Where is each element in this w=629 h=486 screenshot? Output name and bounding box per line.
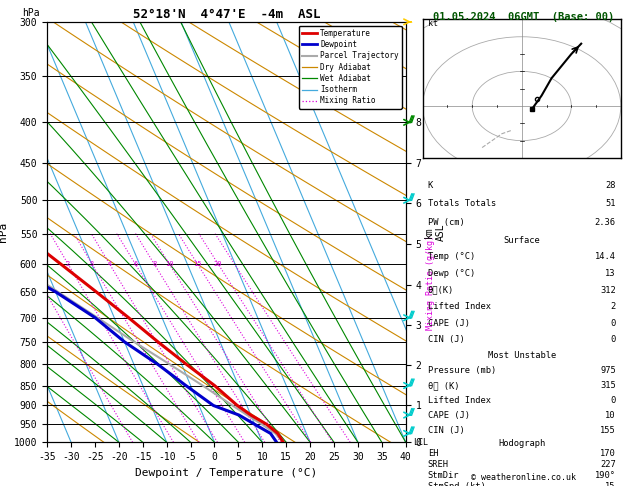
Text: kt: kt: [428, 19, 438, 28]
Text: 28: 28: [605, 181, 616, 190]
Text: 0: 0: [611, 335, 616, 345]
Y-axis label: km
ASL: km ASL: [424, 223, 446, 241]
Text: 15: 15: [193, 261, 202, 267]
Title: 52°18'N  4°47'E  -4m  ASL: 52°18'N 4°47'E -4m ASL: [133, 8, 320, 21]
Legend: Temperature, Dewpoint, Parcel Trajectory, Dry Adiabat, Wet Adiabat, Isotherm, Mi: Temperature, Dewpoint, Parcel Trajectory…: [299, 26, 402, 108]
Text: Dewp (°C): Dewp (°C): [428, 269, 475, 278]
Text: 51: 51: [605, 199, 616, 208]
Text: 6: 6: [133, 261, 137, 267]
Text: 975: 975: [600, 366, 616, 375]
Text: Surface: Surface: [503, 236, 540, 244]
Text: Lifted Index: Lifted Index: [428, 302, 491, 311]
Text: 2: 2: [611, 302, 616, 311]
Text: 190°: 190°: [595, 471, 616, 480]
Text: 14.4: 14.4: [595, 252, 616, 261]
Text: EH: EH: [428, 450, 438, 458]
Text: CIN (J): CIN (J): [428, 335, 464, 345]
Text: CAPE (J): CAPE (J): [428, 411, 470, 420]
Text: © weatheronline.co.uk: © weatheronline.co.uk: [471, 473, 576, 482]
Text: 10: 10: [165, 261, 174, 267]
Text: CAPE (J): CAPE (J): [428, 319, 470, 328]
Text: PW (cm): PW (cm): [428, 218, 464, 227]
Text: 15: 15: [605, 482, 616, 486]
Text: 10: 10: [605, 411, 616, 420]
Text: Lifted Index: Lifted Index: [428, 396, 491, 405]
Y-axis label: hPa: hPa: [0, 222, 8, 242]
Text: 312: 312: [600, 285, 616, 295]
Text: θᴇ (K): θᴇ (K): [428, 381, 459, 390]
Text: LCL: LCL: [413, 438, 428, 447]
Text: SREH: SREH: [428, 460, 448, 469]
Text: 2: 2: [66, 261, 70, 267]
Text: Hodograph: Hodograph: [498, 439, 545, 448]
Text: 01.05.2024  06GMT  (Base: 00): 01.05.2024 06GMT (Base: 00): [433, 12, 614, 22]
Text: 13: 13: [605, 269, 616, 278]
Text: 170: 170: [600, 450, 616, 458]
Text: 227: 227: [600, 460, 616, 469]
Text: K: K: [428, 181, 433, 190]
Text: 8: 8: [152, 261, 156, 267]
Text: Pressure (mb): Pressure (mb): [428, 366, 496, 375]
Text: 315: 315: [600, 381, 616, 390]
Text: 4: 4: [108, 261, 111, 267]
Text: 0: 0: [611, 396, 616, 405]
Text: θᴀ(K): θᴀ(K): [428, 285, 454, 295]
Text: 0: 0: [611, 319, 616, 328]
Text: hPa: hPa: [22, 8, 40, 17]
Text: 20: 20: [214, 261, 222, 267]
Text: 155: 155: [600, 426, 616, 435]
Text: Mixing Ratio (g/kg): Mixing Ratio (g/kg): [426, 235, 435, 330]
Text: Most Unstable: Most Unstable: [487, 351, 556, 360]
Text: Temp (°C): Temp (°C): [428, 252, 475, 261]
Text: Totals Totals: Totals Totals: [428, 199, 496, 208]
Text: 3: 3: [90, 261, 94, 267]
X-axis label: Dewpoint / Temperature (°C): Dewpoint / Temperature (°C): [135, 468, 318, 478]
Text: CIN (J): CIN (J): [428, 426, 464, 435]
Text: StmDir: StmDir: [428, 471, 459, 480]
Text: StmSpd (kt): StmSpd (kt): [428, 482, 486, 486]
Text: 2.36: 2.36: [595, 218, 616, 227]
